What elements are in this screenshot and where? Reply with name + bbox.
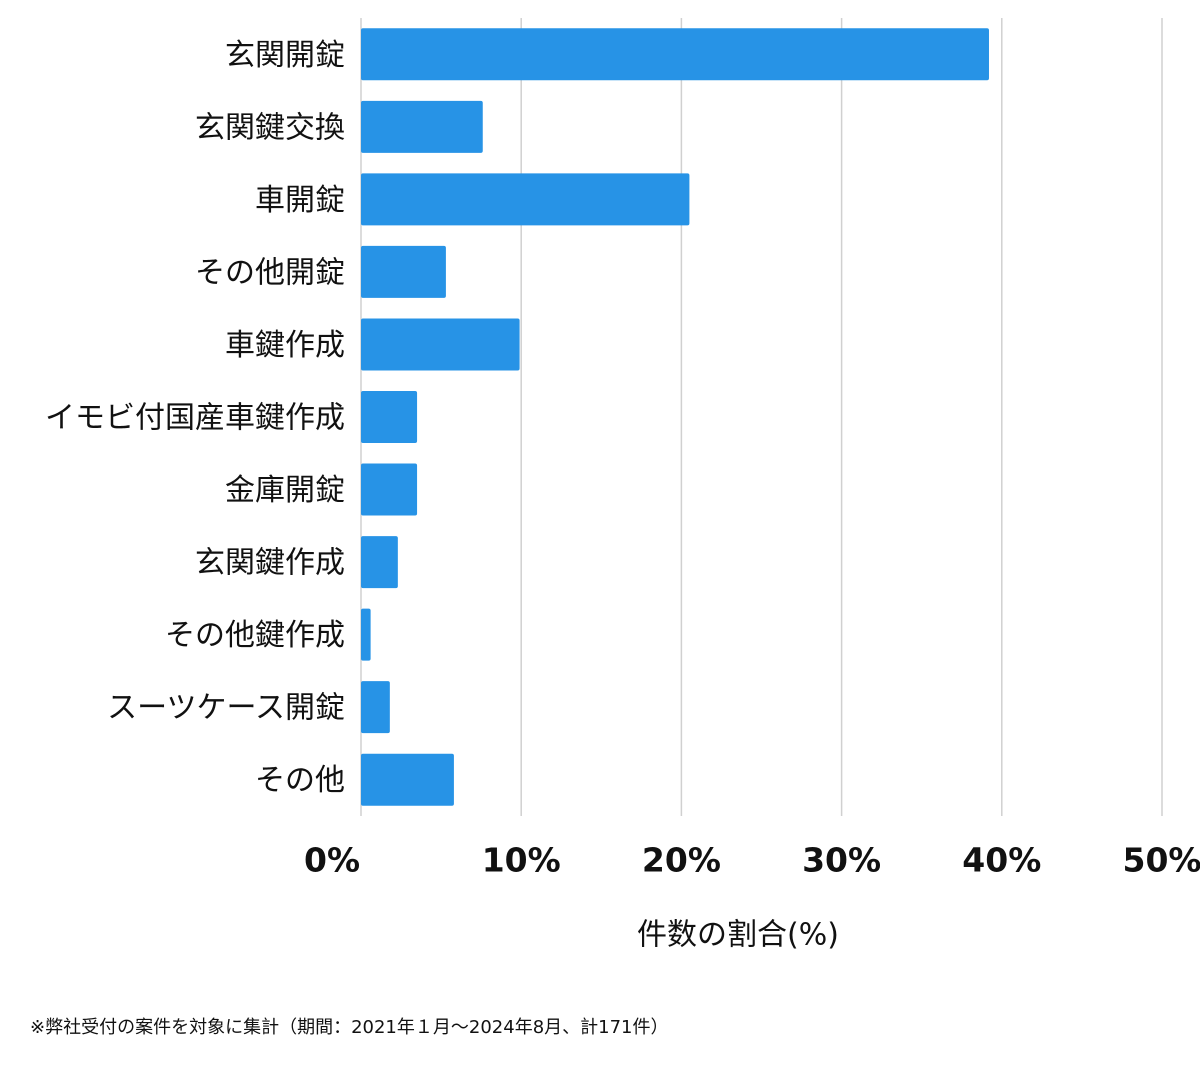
x-tick-label: 10%	[482, 841, 561, 880]
y-tick-label: その他	[255, 763, 345, 798]
bar	[361, 463, 418, 516]
bar	[361, 245, 446, 298]
y-tick-label: その他開錠	[195, 255, 345, 290]
bar	[361, 608, 371, 661]
y-tick-label: 玄関鍵交換	[195, 110, 345, 145]
y-tick-label: イモビ付国産車鍵作成	[45, 401, 345, 436]
bar	[361, 536, 398, 589]
y-tick-label: 玄関開錠	[225, 38, 345, 73]
y-tick-label: 車開錠	[255, 183, 345, 218]
bar	[361, 753, 454, 806]
bar	[361, 391, 418, 443]
x-tick-label: 40%	[962, 841, 1041, 880]
bar	[361, 681, 390, 734]
x-axis-title: 件数の割合(%)	[637, 918, 839, 953]
bar	[361, 173, 690, 226]
x-tick-label: 30%	[802, 841, 881, 880]
y-tick-label: 金庫開錠	[225, 473, 345, 508]
bar	[361, 100, 483, 153]
y-tick-label: 玄関鍵作成	[195, 546, 345, 581]
y-tick-label: その他鍵作成	[165, 618, 345, 653]
bar	[361, 28, 989, 81]
x-tick-label: 50%	[1123, 841, 1200, 880]
footnote: ※弊社受付の案件を対象に集計（期間：2021年１月〜2024年8月、計171件）	[30, 1017, 669, 1038]
x-tick-label: 0%	[304, 841, 360, 880]
y-tick-label: 車鍵作成	[225, 328, 345, 363]
bar	[361, 318, 520, 371]
x-tick-label: 20%	[642, 841, 721, 880]
y-tick-label: スーツケース開錠	[107, 691, 345, 726]
